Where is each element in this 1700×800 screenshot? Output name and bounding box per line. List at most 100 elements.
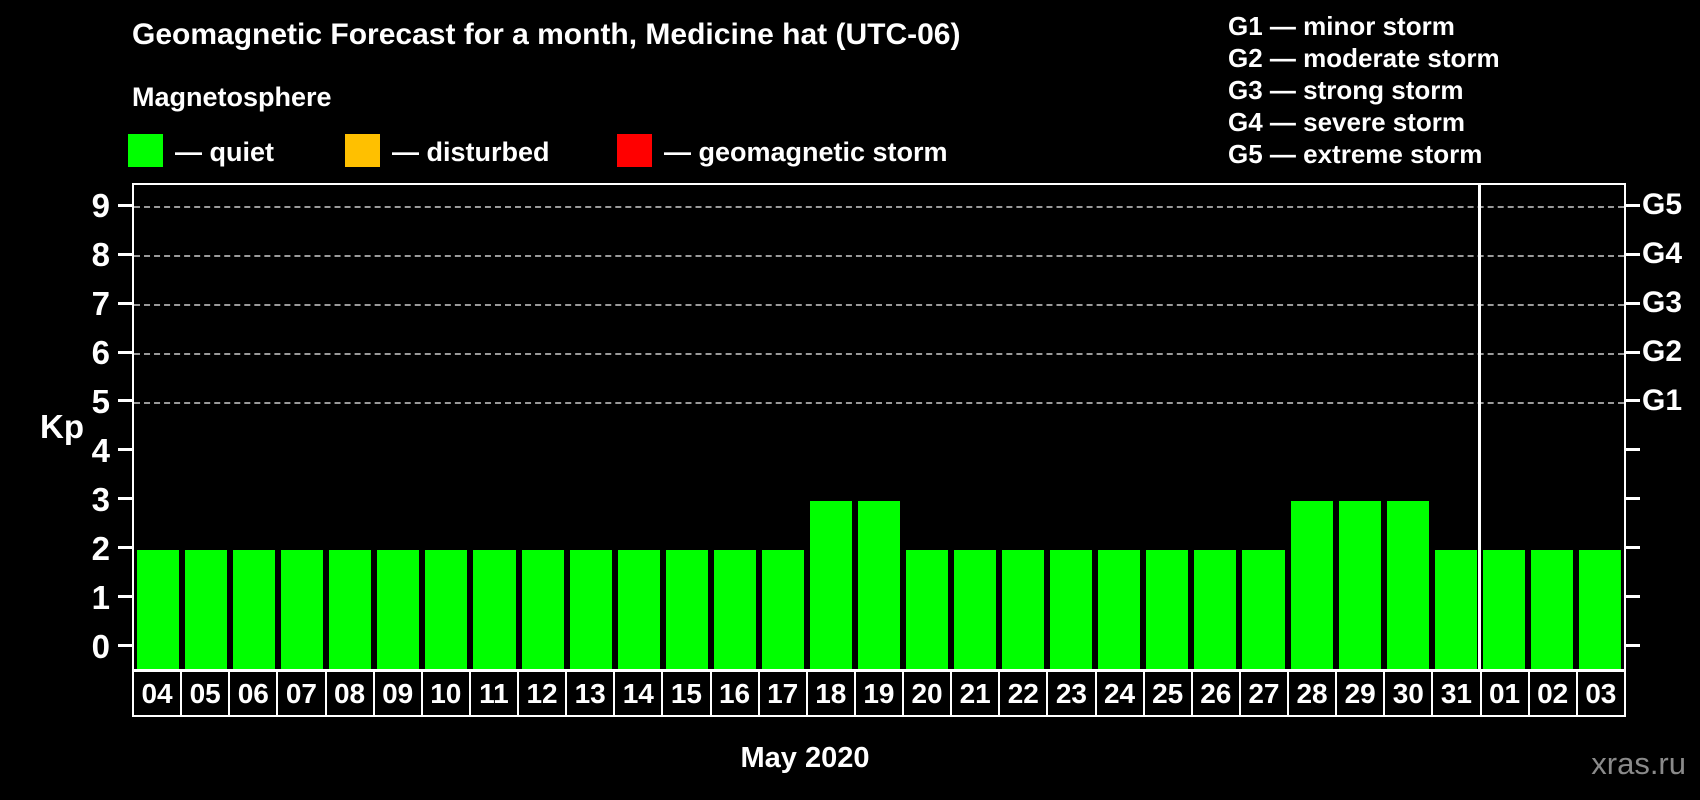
page-title: Geomagnetic Forecast for a month, Medici…	[132, 18, 961, 51]
bar-day-18	[809, 500, 852, 669]
month-boundary-line	[1478, 185, 1482, 669]
gridline-kp-8	[134, 255, 1624, 258]
bar-day-20	[906, 549, 949, 669]
bar-day-16	[713, 549, 756, 669]
day-label-28: 28	[1287, 670, 1338, 717]
bar-day-31	[1434, 549, 1477, 669]
day-label-25: 25	[1142, 670, 1193, 717]
legend-label-quiet: — quiet	[175, 137, 274, 167]
day-label-10: 10	[420, 670, 471, 717]
day-label-12: 12	[517, 670, 568, 717]
g-scale-line: G2 — moderate storm	[1228, 43, 1500, 73]
day-label-14: 14	[613, 670, 664, 717]
g-scale-line: G3 — strong storm	[1228, 75, 1464, 105]
watermark: xras.ru	[1591, 746, 1686, 781]
day-label-19: 19	[853, 670, 904, 717]
y-axis-tick	[118, 399, 132, 403]
y-axis-tick-label: 0	[91, 627, 110, 665]
y-axis-title: Kp	[40, 408, 84, 445]
day-label-05: 05	[180, 670, 231, 717]
bar-day-22	[1002, 549, 1045, 669]
day-label-07: 07	[276, 670, 327, 717]
right-axis-tick	[1626, 595, 1640, 599]
y-axis-tick-label: 9	[91, 187, 110, 225]
day-label-15: 15	[661, 670, 712, 717]
bar-day-24	[1098, 549, 1141, 669]
bar-day-29	[1338, 500, 1381, 669]
bar-day-15	[665, 549, 708, 669]
day-label-30: 30	[1383, 670, 1434, 717]
day-label-09: 09	[372, 670, 423, 717]
legend-swatch-geomagnetic-storm	[617, 134, 652, 167]
gridline-kp-5	[134, 401, 1624, 404]
y-axis-tick-label: 5	[91, 382, 110, 420]
gridline-kp-7	[134, 304, 1624, 307]
x-axis-title: May 2020	[740, 742, 870, 774]
y-axis-tick-label: 3	[91, 480, 110, 518]
g-scale-legend: G1 — minor storm G2 — moderate storm G3 — …	[1228, 10, 1500, 170]
day-label-26: 26	[1190, 670, 1241, 717]
right-axis-tick	[1626, 497, 1640, 501]
y-axis-tick-label: 4	[91, 431, 110, 469]
bar-day-02	[1530, 549, 1573, 669]
bar-day-26	[1194, 549, 1237, 669]
bar-day-09	[377, 549, 420, 669]
bar-day-23	[1050, 549, 1093, 669]
right-axis-label-G1: G1	[1642, 383, 1683, 417]
right-axis-label-G2: G2	[1642, 335, 1683, 368]
y-axis-tick-label: 2	[91, 529, 110, 567]
day-label-17: 17	[757, 670, 808, 717]
bar-day-13	[569, 549, 612, 669]
day-label-22: 22	[998, 670, 1049, 717]
y-axis-tick	[118, 595, 132, 599]
day-label-29: 29	[1335, 670, 1386, 717]
bar-day-28	[1290, 500, 1333, 669]
bar-day-03	[1578, 549, 1621, 669]
right-axis-tick	[1626, 252, 1640, 256]
day-label-31: 31	[1431, 670, 1482, 717]
y-axis-tick	[118, 350, 132, 354]
bar-day-11	[473, 549, 516, 669]
day-label-04: 04	[132, 670, 183, 717]
y-axis-tick	[118, 252, 132, 256]
bar-day-17	[761, 549, 804, 669]
right-axis-tick	[1626, 448, 1640, 452]
day-label-24: 24	[1094, 670, 1145, 717]
right-axis-label-G4: G4	[1642, 237, 1683, 271]
bar-day-07	[281, 549, 324, 669]
right-axis-tick	[1626, 399, 1640, 403]
y-axis-tick	[118, 644, 132, 648]
day-label-23: 23	[1046, 670, 1097, 717]
y-axis-tick-label: 8	[91, 236, 110, 274]
bar-day-10	[425, 549, 468, 669]
bar-day-25	[1146, 549, 1189, 669]
day-label-11: 11	[468, 670, 519, 717]
right-axis-tick	[1626, 301, 1640, 305]
plot-area	[132, 183, 1626, 671]
right-axis-tick	[1626, 644, 1640, 648]
day-label-21: 21	[950, 670, 1001, 717]
legend-label-geomagnetic-storm: — geomagnetic storm	[664, 137, 948, 167]
bar-day-27	[1242, 549, 1285, 669]
right-axis-label-G5: G5	[1642, 188, 1683, 222]
g-scale-line: G4 — severe storm	[1228, 107, 1466, 137]
y-axis-tick	[118, 448, 132, 452]
day-label-06: 06	[228, 670, 279, 717]
bar-day-19	[857, 500, 901, 669]
day-label-20: 20	[902, 670, 953, 717]
bar-day-08	[329, 549, 372, 669]
y-axis-tick-label: 6	[91, 334, 110, 371]
day-label-08: 08	[324, 670, 375, 717]
g-scale-line: G5 — extreme storm	[1228, 139, 1483, 169]
gridline-kp-9	[134, 206, 1624, 209]
legend-label-disturbed: — disturbed	[392, 137, 550, 167]
day-label-18: 18	[805, 670, 856, 717]
right-axis-tick	[1626, 546, 1640, 550]
y-axis-tick-label: 1	[91, 578, 110, 616]
day-label-13: 13	[565, 670, 616, 717]
magnetosphere-label: Magnetosphere	[132, 82, 332, 112]
bar-day-06	[233, 549, 276, 669]
day-label-02: 02	[1527, 670, 1578, 717]
bar-day-01	[1482, 549, 1525, 669]
